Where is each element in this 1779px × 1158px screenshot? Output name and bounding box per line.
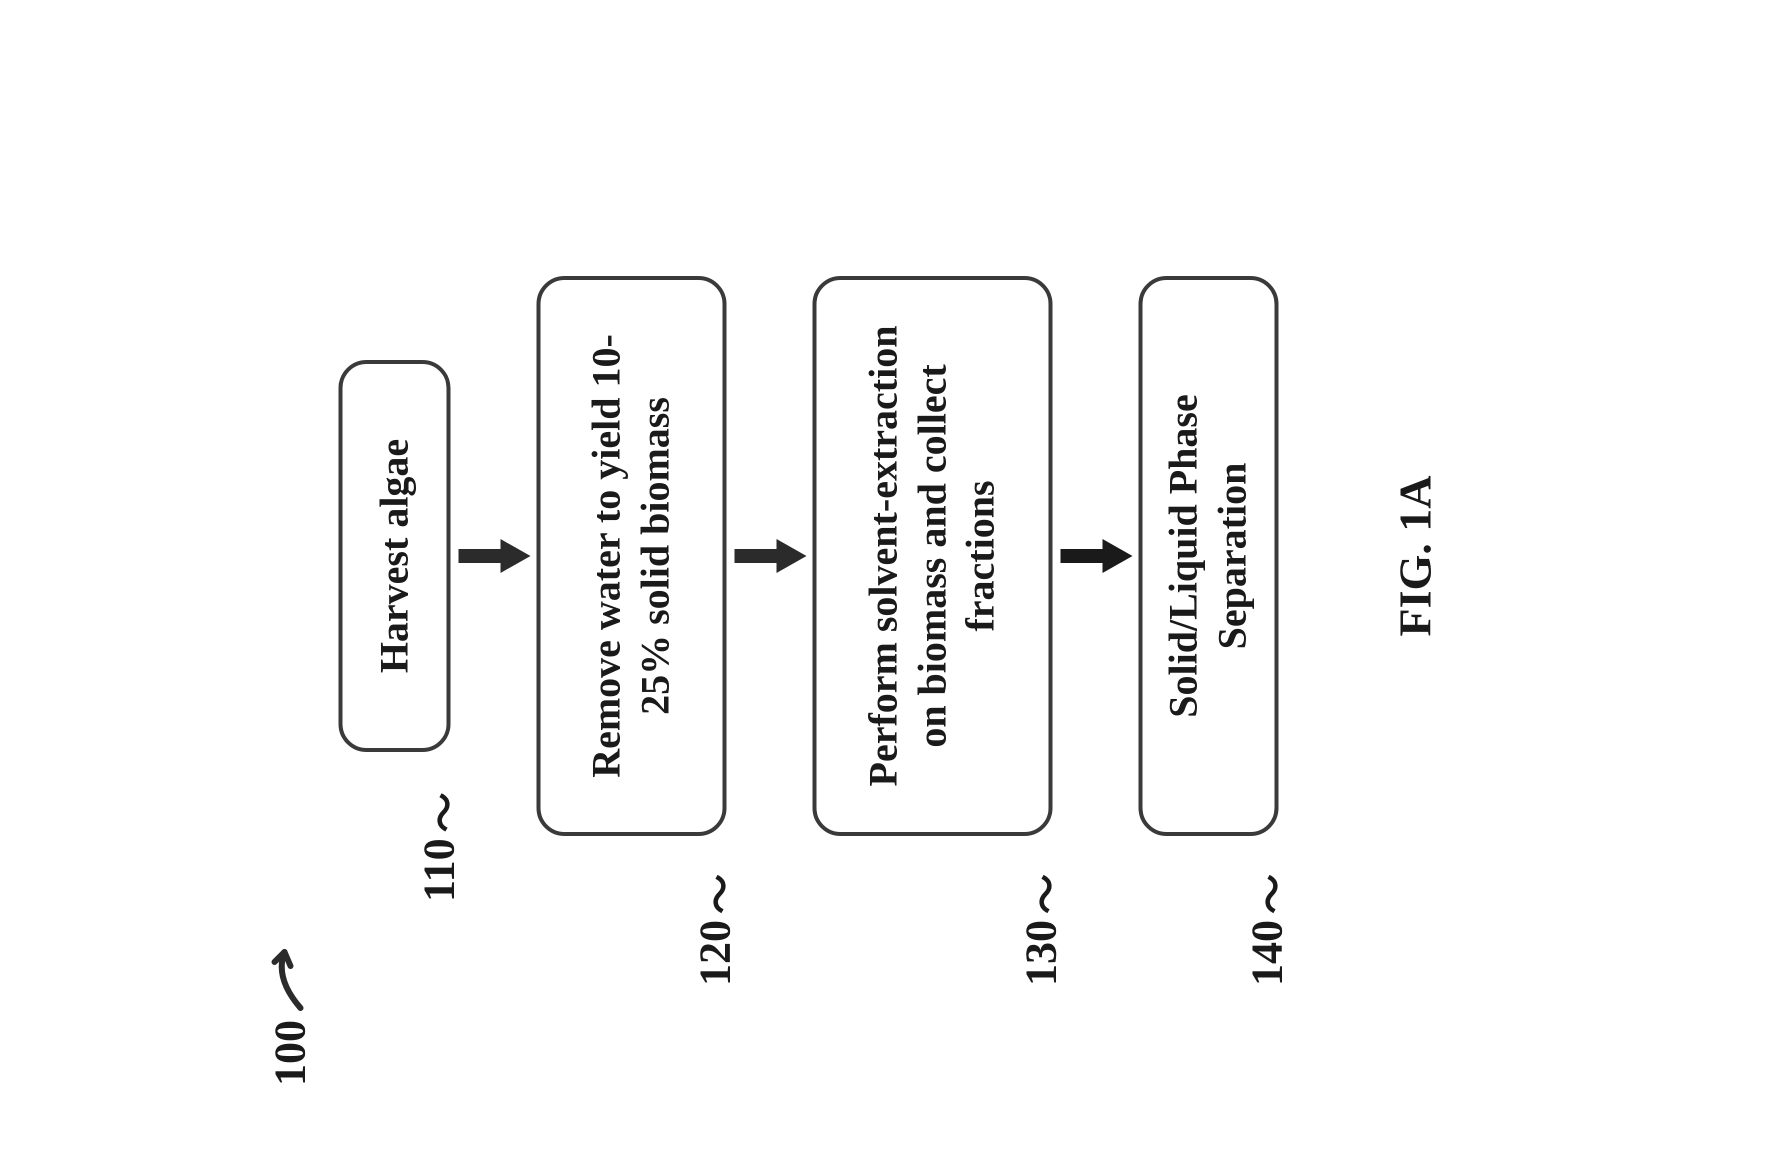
overall-ref-label: 100 <box>264 926 315 1086</box>
step-130-ref-number: 130 <box>1015 920 1066 986</box>
step-120-ref-number: 120 <box>689 920 740 986</box>
step-110-ref-number: 110 <box>413 838 464 902</box>
step-130-box: Perform solvent-extraction on biomass an… <box>812 276 1052 836</box>
overall-ref-leader-arrow <box>270 926 314 1012</box>
step-110-tie: 〜 <box>412 792 470 832</box>
step-140-box: Solid/Liquid Phase Separation <box>1138 276 1278 836</box>
step-110-box: Harvest algae <box>338 360 450 752</box>
step-140-ref-number: 140 <box>1241 920 1292 986</box>
step-130-tie: 〜 <box>1014 874 1072 914</box>
step-120-box: Remove water to yield 10-25% solid bioma… <box>536 276 726 836</box>
step-120-tie: 〜 <box>688 874 746 914</box>
overall-ref-number: 100 <box>264 1020 315 1086</box>
arrow-120-to-130 <box>726 536 812 576</box>
figure-caption: FIG. 1A <box>1388 475 1441 636</box>
arrow-110-to-120 <box>450 536 536 576</box>
rotated-flow-wrapper: 100 Harvest algae 110 〜 <box>338 276 1441 836</box>
figure-canvas: 100 Harvest algae 110 〜 <box>0 0 1779 1158</box>
arrow-130-to-140 <box>1052 536 1138 576</box>
step-140-tie: 〜 <box>1240 874 1298 914</box>
process-flow: Harvest algae 110 〜 Remove water to yiel… <box>338 276 1278 836</box>
